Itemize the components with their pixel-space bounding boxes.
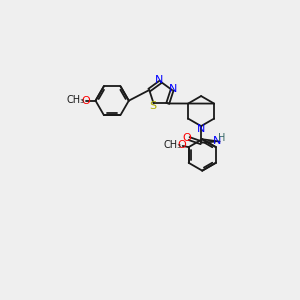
Text: S: S xyxy=(150,101,157,112)
Text: N: N xyxy=(169,84,178,94)
Text: N: N xyxy=(155,75,164,85)
Text: H: H xyxy=(218,133,226,143)
Text: O: O xyxy=(182,133,191,143)
Text: O: O xyxy=(177,140,186,151)
Text: CH₃: CH₃ xyxy=(164,140,181,151)
Text: CH₃: CH₃ xyxy=(67,95,85,105)
Text: N: N xyxy=(213,136,222,146)
Text: N: N xyxy=(197,124,205,134)
Text: O: O xyxy=(82,96,90,106)
